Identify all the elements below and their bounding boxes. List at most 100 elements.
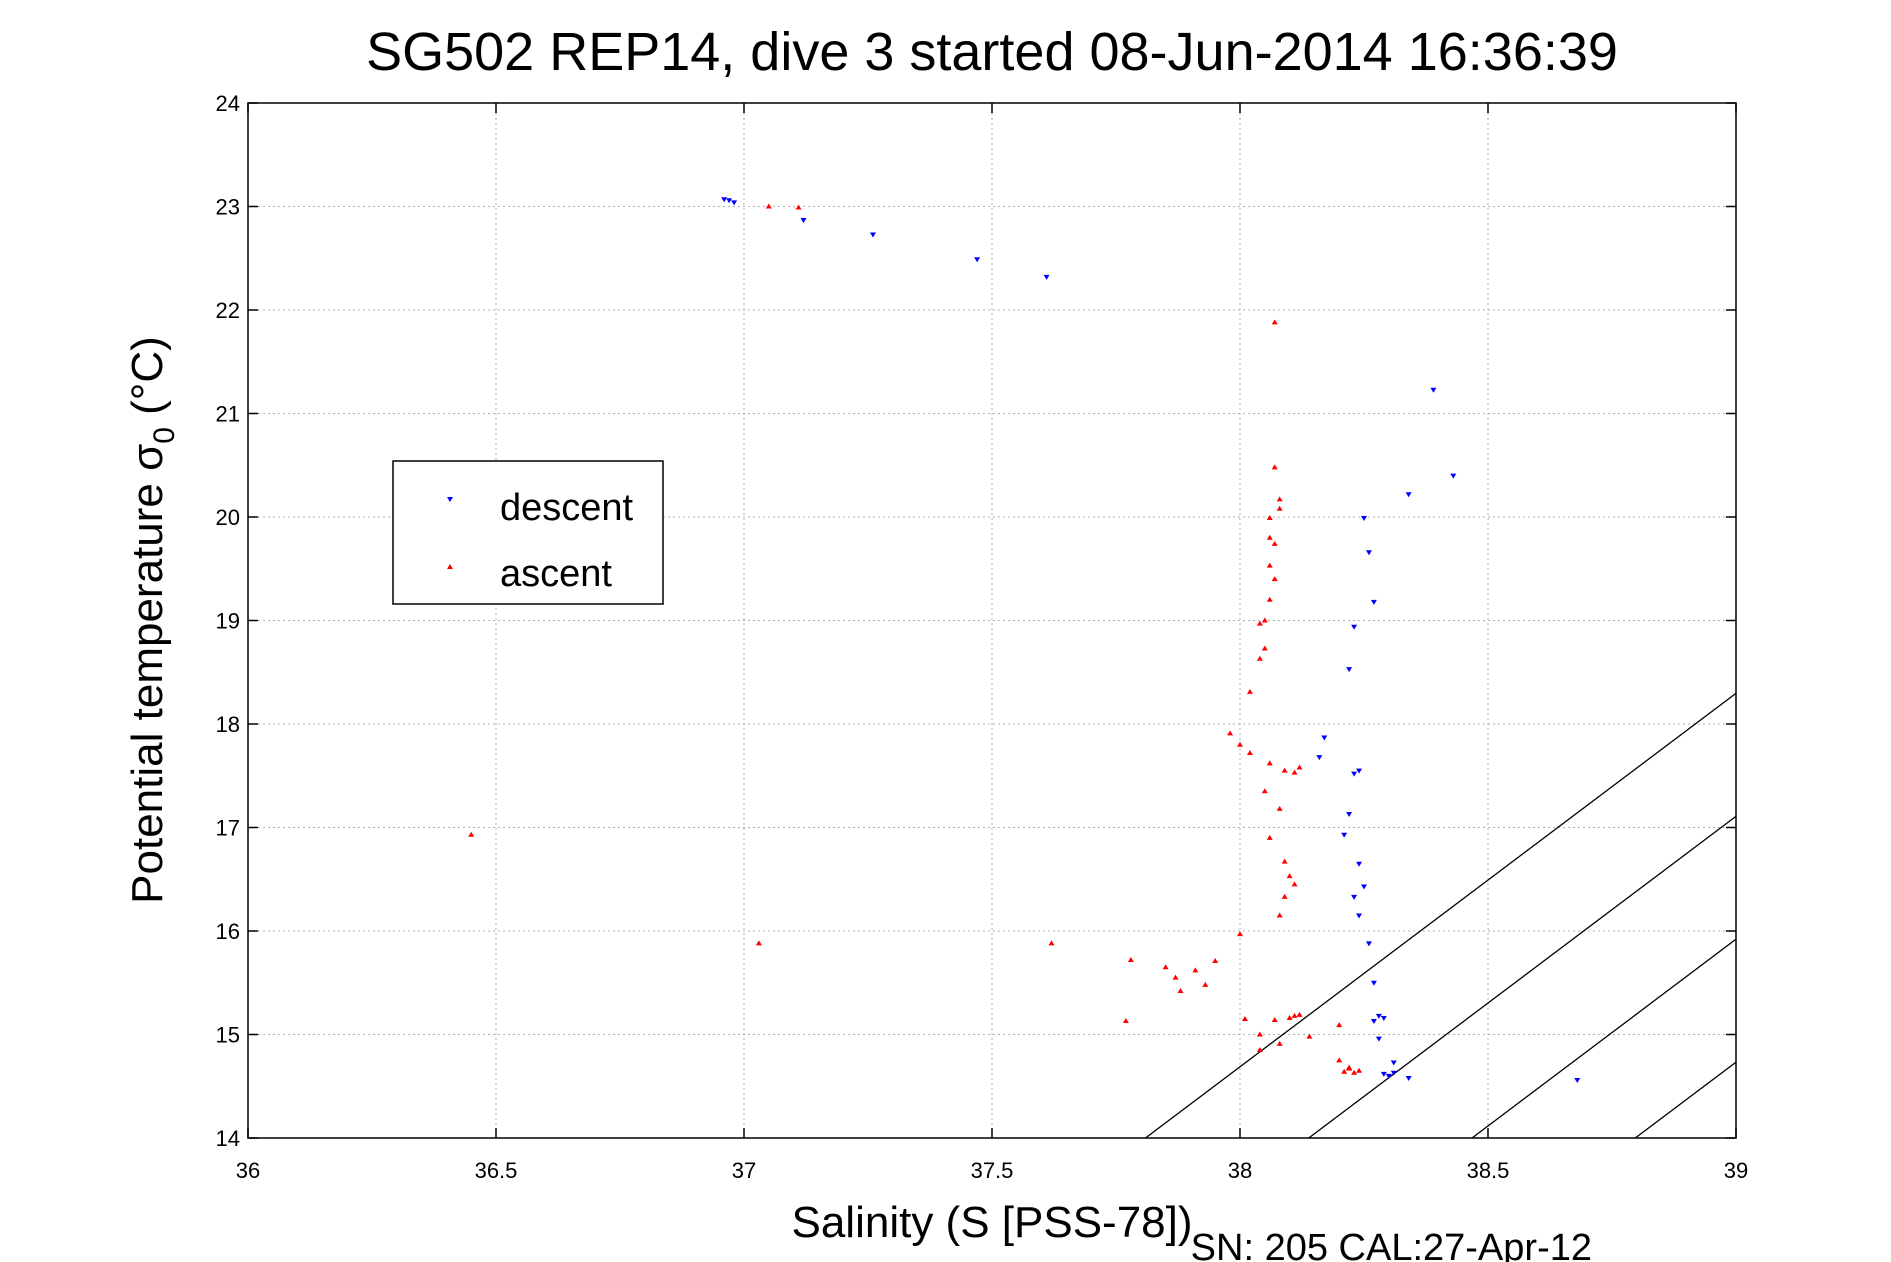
ascent-point <box>1291 769 1298 775</box>
ascent-point <box>1296 764 1303 770</box>
ascent-point <box>1286 873 1293 879</box>
y-tick-label: 19 <box>216 609 240 634</box>
descent-point <box>1043 274 1050 280</box>
isopycnal-line <box>1730 51 1891 1190</box>
descent-point <box>731 200 738 206</box>
ascent-point <box>765 203 772 209</box>
ascent-point <box>1266 834 1273 840</box>
ascent-point <box>1346 1064 1353 1070</box>
descent-point <box>974 257 981 263</box>
descent-point <box>1450 473 1457 479</box>
isopycnal-line <box>1144 692 1736 1138</box>
descent-point <box>1375 1036 1382 1042</box>
ascent-point <box>1237 931 1243 937</box>
y-axis-label-main: Potential temperature σ <box>123 444 172 904</box>
descent-point <box>1361 884 1367 890</box>
y-tick-label: 20 <box>216 505 240 530</box>
data-points <box>468 197 1581 1084</box>
x-tick-label: 36.5 <box>475 1158 518 1183</box>
ascent-point <box>1271 1017 1278 1023</box>
ascent-point <box>1256 1047 1263 1053</box>
ascent-point <box>1261 788 1268 794</box>
descent-point <box>1375 1013 1382 1019</box>
ascent-point <box>1241 1015 1248 1021</box>
x-axis-ticks: 36 36.5 37 37.5 38 38.5 39 <box>236 103 1748 1183</box>
ascent-point <box>1276 805 1283 811</box>
descent-point <box>1361 516 1367 522</box>
ascent-point <box>1266 562 1273 568</box>
ascent-point <box>1276 912 1283 918</box>
ascent-point <box>1296 1011 1303 1017</box>
descent-point <box>1380 1071 1387 1077</box>
descent-point <box>1356 768 1363 774</box>
ascent-point <box>1266 596 1273 602</box>
ascent-point <box>1341 1068 1348 1074</box>
ascent-point <box>1261 645 1268 651</box>
ascent-point <box>1286 1014 1293 1020</box>
x-tick-label: 36 <box>236 1158 260 1183</box>
ascent-point <box>1202 981 1209 987</box>
ascent-point <box>1261 617 1268 623</box>
descent-point <box>1370 1019 1377 1025</box>
legend-marker-descent <box>447 497 453 502</box>
ascent-point <box>1276 496 1283 502</box>
ascent-point <box>1237 741 1243 747</box>
ascent-point <box>1192 967 1199 973</box>
ascent-point <box>1281 767 1288 773</box>
ascent-point <box>1291 1012 1298 1018</box>
density-contours <box>1144 51 1891 1190</box>
footer-serial-cal: SN: 205 CAL:27-Apr-12 <box>1191 1227 1592 1262</box>
ascent-point <box>1256 1031 1263 1037</box>
ascent-point <box>1256 620 1263 626</box>
ascent-point <box>1172 974 1179 980</box>
descent-point <box>1365 550 1372 556</box>
legend-marker-ascent <box>447 564 453 569</box>
descent-point <box>1370 599 1377 605</box>
descent-point <box>1370 980 1377 986</box>
y-tick-label: 24 <box>216 91 240 116</box>
ascent-point <box>1271 540 1278 546</box>
descent-point <box>1390 1070 1397 1076</box>
y-tick-label: 16 <box>216 919 240 944</box>
ascent-point <box>1291 881 1298 887</box>
x-axis-label: Salinity (S [PSS-78]) <box>791 1198 1192 1247</box>
ascent-point <box>1276 505 1283 511</box>
ascent-point <box>1048 940 1055 946</box>
y-axis-label-unit: (°C) <box>123 336 172 427</box>
y-tick-label: 18 <box>216 712 240 737</box>
ascent-point <box>1271 464 1278 470</box>
ascent-point <box>1266 515 1273 521</box>
ascent-point <box>1256 655 1263 661</box>
descent-point <box>1356 913 1363 919</box>
descent-point <box>1574 1078 1581 1084</box>
ascent-point <box>1266 534 1273 540</box>
descent-point <box>1356 861 1363 867</box>
y-tick-label: 23 <box>216 195 240 220</box>
descent-point <box>1390 1060 1397 1066</box>
ascent-point <box>468 831 475 837</box>
y-tick-label: 17 <box>216 816 240 841</box>
isopycnal-line <box>1307 815 1736 1138</box>
descent-point <box>869 232 876 238</box>
ascent-point <box>1271 576 1278 582</box>
ascent-point <box>1281 858 1288 864</box>
y-tick-label: 15 <box>216 1023 240 1048</box>
ascent-point <box>1162 964 1169 970</box>
descent-point <box>1351 894 1358 900</box>
ascent-point <box>1281 893 1288 899</box>
ascent-point <box>1212 958 1219 964</box>
y-tick-label: 14 <box>216 1126 240 1151</box>
descent-point <box>1351 771 1358 777</box>
descent-point <box>1321 735 1328 741</box>
descent-point <box>1405 492 1412 498</box>
ascent-point <box>1177 988 1184 994</box>
descent-point <box>1341 832 1348 838</box>
descent-point <box>1430 387 1437 393</box>
ascent-point <box>1266 760 1273 766</box>
ascent-point <box>795 204 802 210</box>
ascent-point <box>1271 319 1278 325</box>
ascent-point <box>755 940 762 946</box>
descent-point <box>1346 812 1353 818</box>
y-axis-label-sub: 0 <box>148 427 181 444</box>
